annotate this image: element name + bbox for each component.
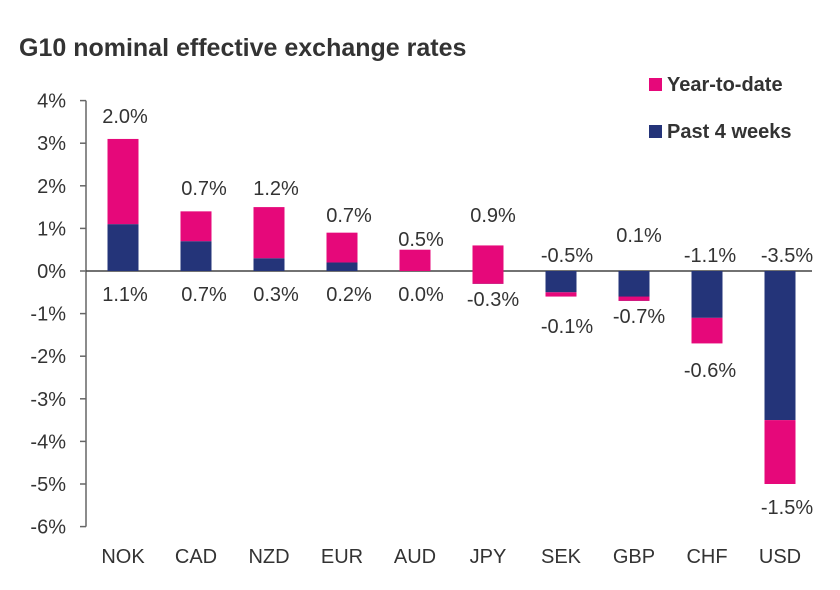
y-tick-label: -2% [30, 346, 66, 368]
bar-year-to-date [326, 232, 358, 263]
data-label-past-4-weeks: 0.3% [253, 284, 299, 306]
bar-past-4-weeks [326, 262, 358, 271]
bar-past-4-weeks [764, 271, 796, 421]
bar-year-to-date [107, 138, 139, 225]
data-label-past-4-weeks: 0.0% [398, 284, 444, 306]
bar-past-4-weeks [691, 271, 723, 318]
x-category-label: JPY [470, 546, 507, 568]
y-tick-label: 0% [37, 261, 66, 283]
legend-swatch [649, 125, 662, 138]
data-label-past-4-weeks: -0.3% [467, 289, 519, 311]
data-label-year-to-date: 0.7% [181, 178, 227, 200]
bar-year-to-date [618, 296, 650, 301]
legend-label: Past 4 weeks [667, 121, 792, 143]
legend: Year-to-date Past 4 weeks [649, 74, 792, 143]
x-category-label: USD [759, 546, 801, 568]
y-tick-label: -3% [30, 389, 66, 411]
data-label-past-4-weeks: 1.1% [102, 284, 148, 306]
data-label-past-4-weeks: -1.1% [684, 245, 736, 267]
data-label-year-to-date: 2.0% [102, 106, 148, 128]
y-tick-label: 1% [37, 218, 66, 240]
bar-past-4-weeks [545, 271, 577, 293]
x-category-label: SEK [541, 546, 582, 568]
bar-year-to-date [764, 420, 796, 484]
bar-year-to-date [253, 207, 285, 259]
data-labels: 2.0% 1.1% 0.7% 0.7% 1.2% 0.3% 0.7% 0.2% 0.5% 0.0%… [102, 106, 813, 519]
axes: 4% 3% 2% 1% 0% -1% -2% -3% -4% -5% -6% NOK CAD NZD EUR… [30, 91, 812, 568]
bar-past-4-weeks [253, 258, 285, 271]
bar-year-to-date [691, 317, 723, 344]
data-label-year-to-date: -1.5% [761, 497, 813, 519]
bar-year-to-date [399, 249, 431, 271]
x-category-label: AUD [394, 546, 436, 568]
y-tick-label: -6% [30, 517, 66, 539]
y-tick-label: 4% [37, 91, 66, 113]
y-tick-label: 3% [37, 133, 66, 155]
y-tick-label: -4% [30, 431, 66, 453]
bar-year-to-date [472, 245, 504, 284]
bars [107, 138, 796, 484]
bar-year-to-date [180, 211, 212, 242]
bar-past-4-weeks [618, 271, 650, 301]
bar-past-4-weeks [180, 241, 212, 271]
bar-year-to-date [545, 292, 577, 297]
data-label-past-4-weeks: -0.7% [613, 306, 665, 328]
data-label-past-4-weeks: -3.5% [761, 245, 813, 267]
data-label-year-to-date: 0.7% [326, 205, 372, 227]
x-category-label: GBP [613, 546, 655, 568]
x-category-label: NZD [248, 546, 289, 568]
x-category-label: CAD [175, 546, 217, 568]
data-label-year-to-date: 0.5% [398, 229, 444, 251]
y-tick-label: -5% [30, 474, 66, 496]
x-category-label: CHF [686, 546, 727, 568]
bar-past-4-weeks [107, 224, 139, 271]
data-label-past-4-weeks: -0.5% [541, 245, 593, 267]
data-label-year-to-date: -0.6% [684, 360, 736, 382]
y-tick-label: 2% [37, 176, 66, 198]
legend-swatch [649, 78, 662, 91]
data-label-year-to-date: 1.2% [253, 178, 299, 200]
data-label-past-4-weeks: 0.2% [326, 284, 372, 306]
data-label-year-to-date: -0.1% [541, 316, 593, 338]
x-category-label: EUR [321, 546, 363, 568]
data-label-year-to-date: 0.9% [470, 205, 516, 227]
data-label-past-4-weeks: 0.7% [181, 284, 227, 306]
chart-title: G10 nominal effective exchange rates [19, 34, 467, 62]
legend-label: Year-to-date [667, 74, 783, 96]
x-category-label: NOK [101, 546, 145, 568]
data-label-year-to-date: 0.1% [616, 225, 662, 247]
y-tick-label: -1% [30, 304, 66, 326]
